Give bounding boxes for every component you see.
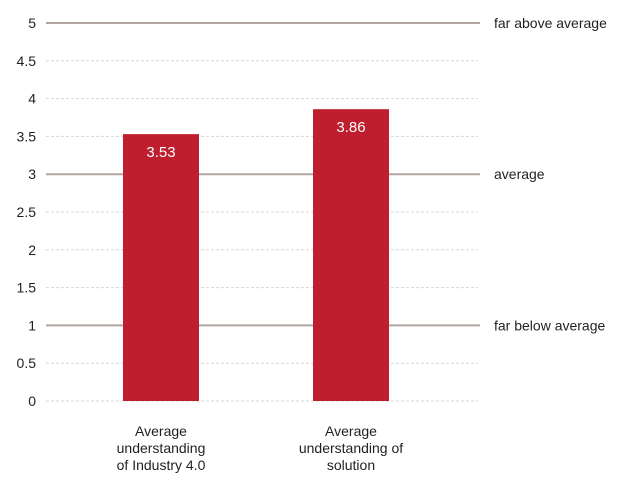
y-tick-label: 3: [28, 166, 36, 182]
y-tick-label: 0: [28, 393, 36, 409]
y-tick-label: 4: [28, 91, 36, 107]
y-tick-label: 3.5: [17, 128, 37, 144]
y-tick-label: 2: [28, 242, 36, 258]
y-tick-label: 4.5: [17, 53, 37, 69]
bar-value-label-1: 3.53: [146, 144, 175, 161]
y-tick-label: 1.5: [17, 280, 37, 296]
x-category-label-1-line-3: of Industry 4.0: [117, 457, 206, 473]
bar-1: [123, 134, 199, 401]
x-category-label-2-line-3: solution: [327, 457, 375, 473]
reference-label-3: average: [494, 166, 545, 182]
y-tick-label: 5: [28, 15, 36, 31]
reference-label-5: far above average: [494, 15, 607, 31]
x-category-label-2-line-1: Average: [325, 423, 377, 439]
x-category-label-1-line-1: Average: [135, 423, 187, 439]
y-tick-label: 0.5: [17, 355, 37, 371]
y-tick-label: 2.5: [17, 204, 37, 220]
bar-value-label-2: 3.86: [336, 119, 365, 136]
x-category-label-1-line-2: understanding: [117, 440, 206, 456]
x-category-label-2-line-2: understanding of: [299, 440, 403, 456]
bar-2: [313, 109, 389, 402]
reference-label-1: far below average: [494, 317, 606, 333]
y-tick-label: 1: [28, 317, 36, 333]
